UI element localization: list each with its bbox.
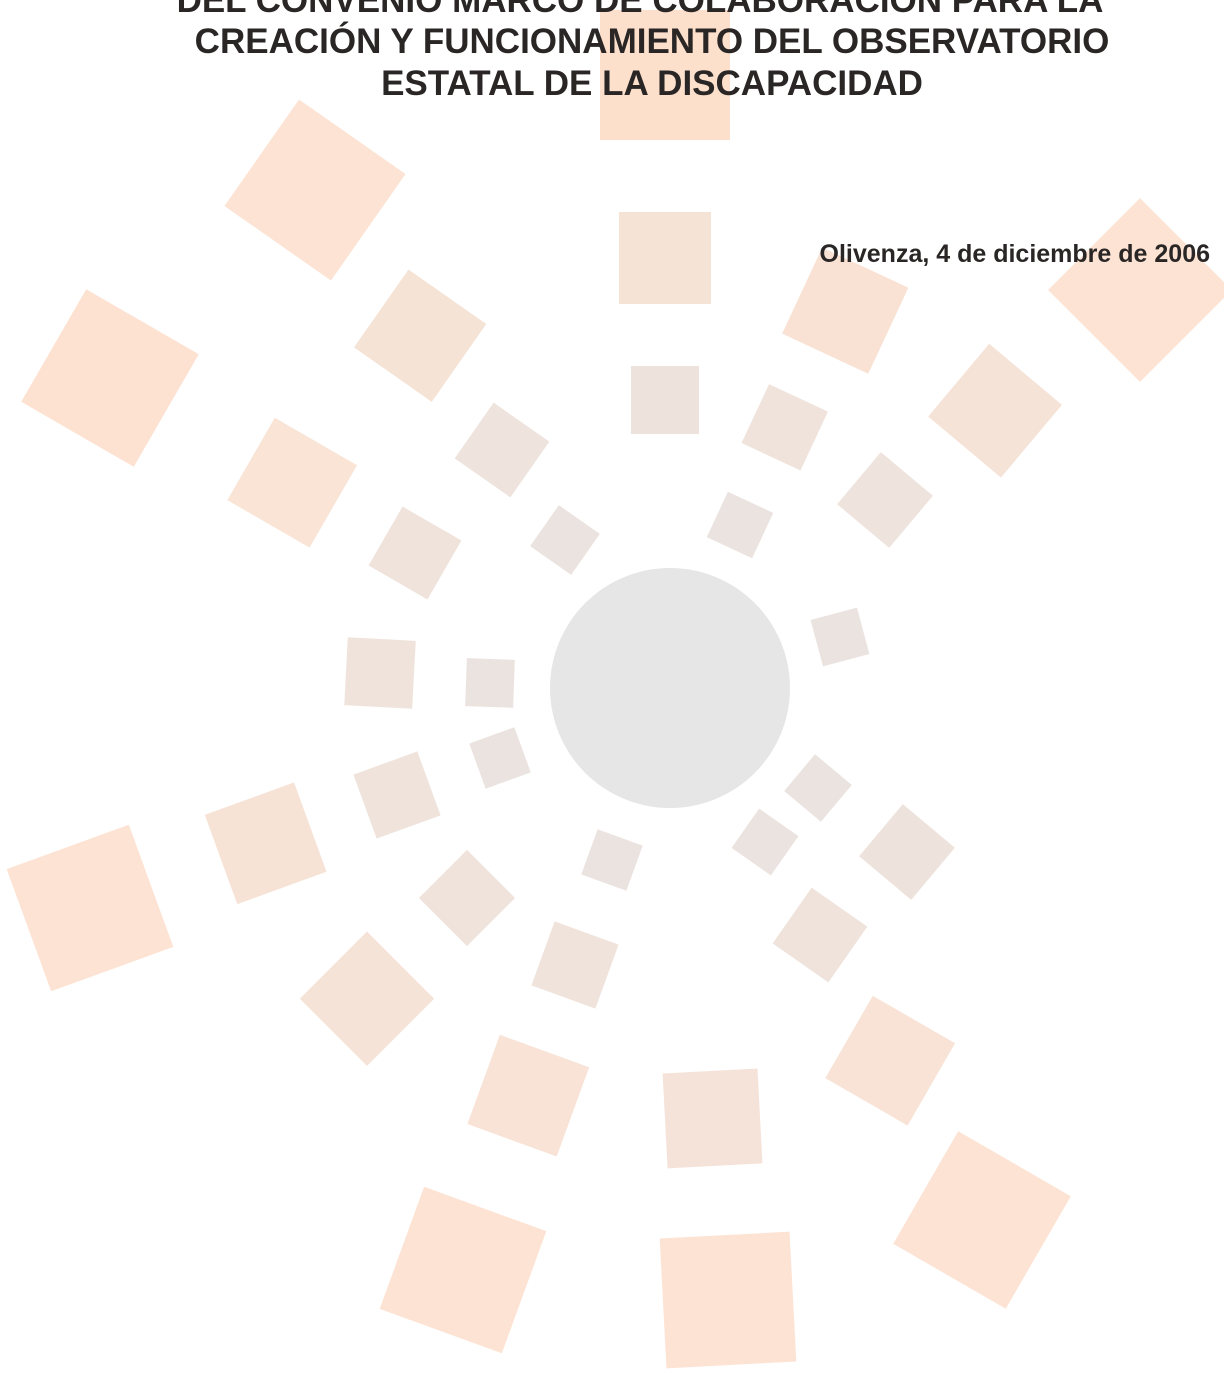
page: DEL CONVENIO MARCO DE COLABORACIÓN PARA … — [0, 0, 1224, 1373]
document-page: DEL CONVENIO MARCO DE COLABORACIÓN PARA … — [0, 0, 1224, 1373]
date-place: Olivenza, 4 de diciembre de 2006 — [820, 240, 1210, 268]
background-logo — [7, 10, 1224, 1368]
title-line: ESTATAL DE LA DISCAPACIDAD — [381, 64, 923, 103]
title-line: DEL CONVENIO MARCO DE COLABORACIÓN PARA … — [177, 0, 1104, 20]
title-line: CREACIÓN Y FUNCIONAMIENTO DEL OBSERVATOR… — [195, 21, 1110, 61]
